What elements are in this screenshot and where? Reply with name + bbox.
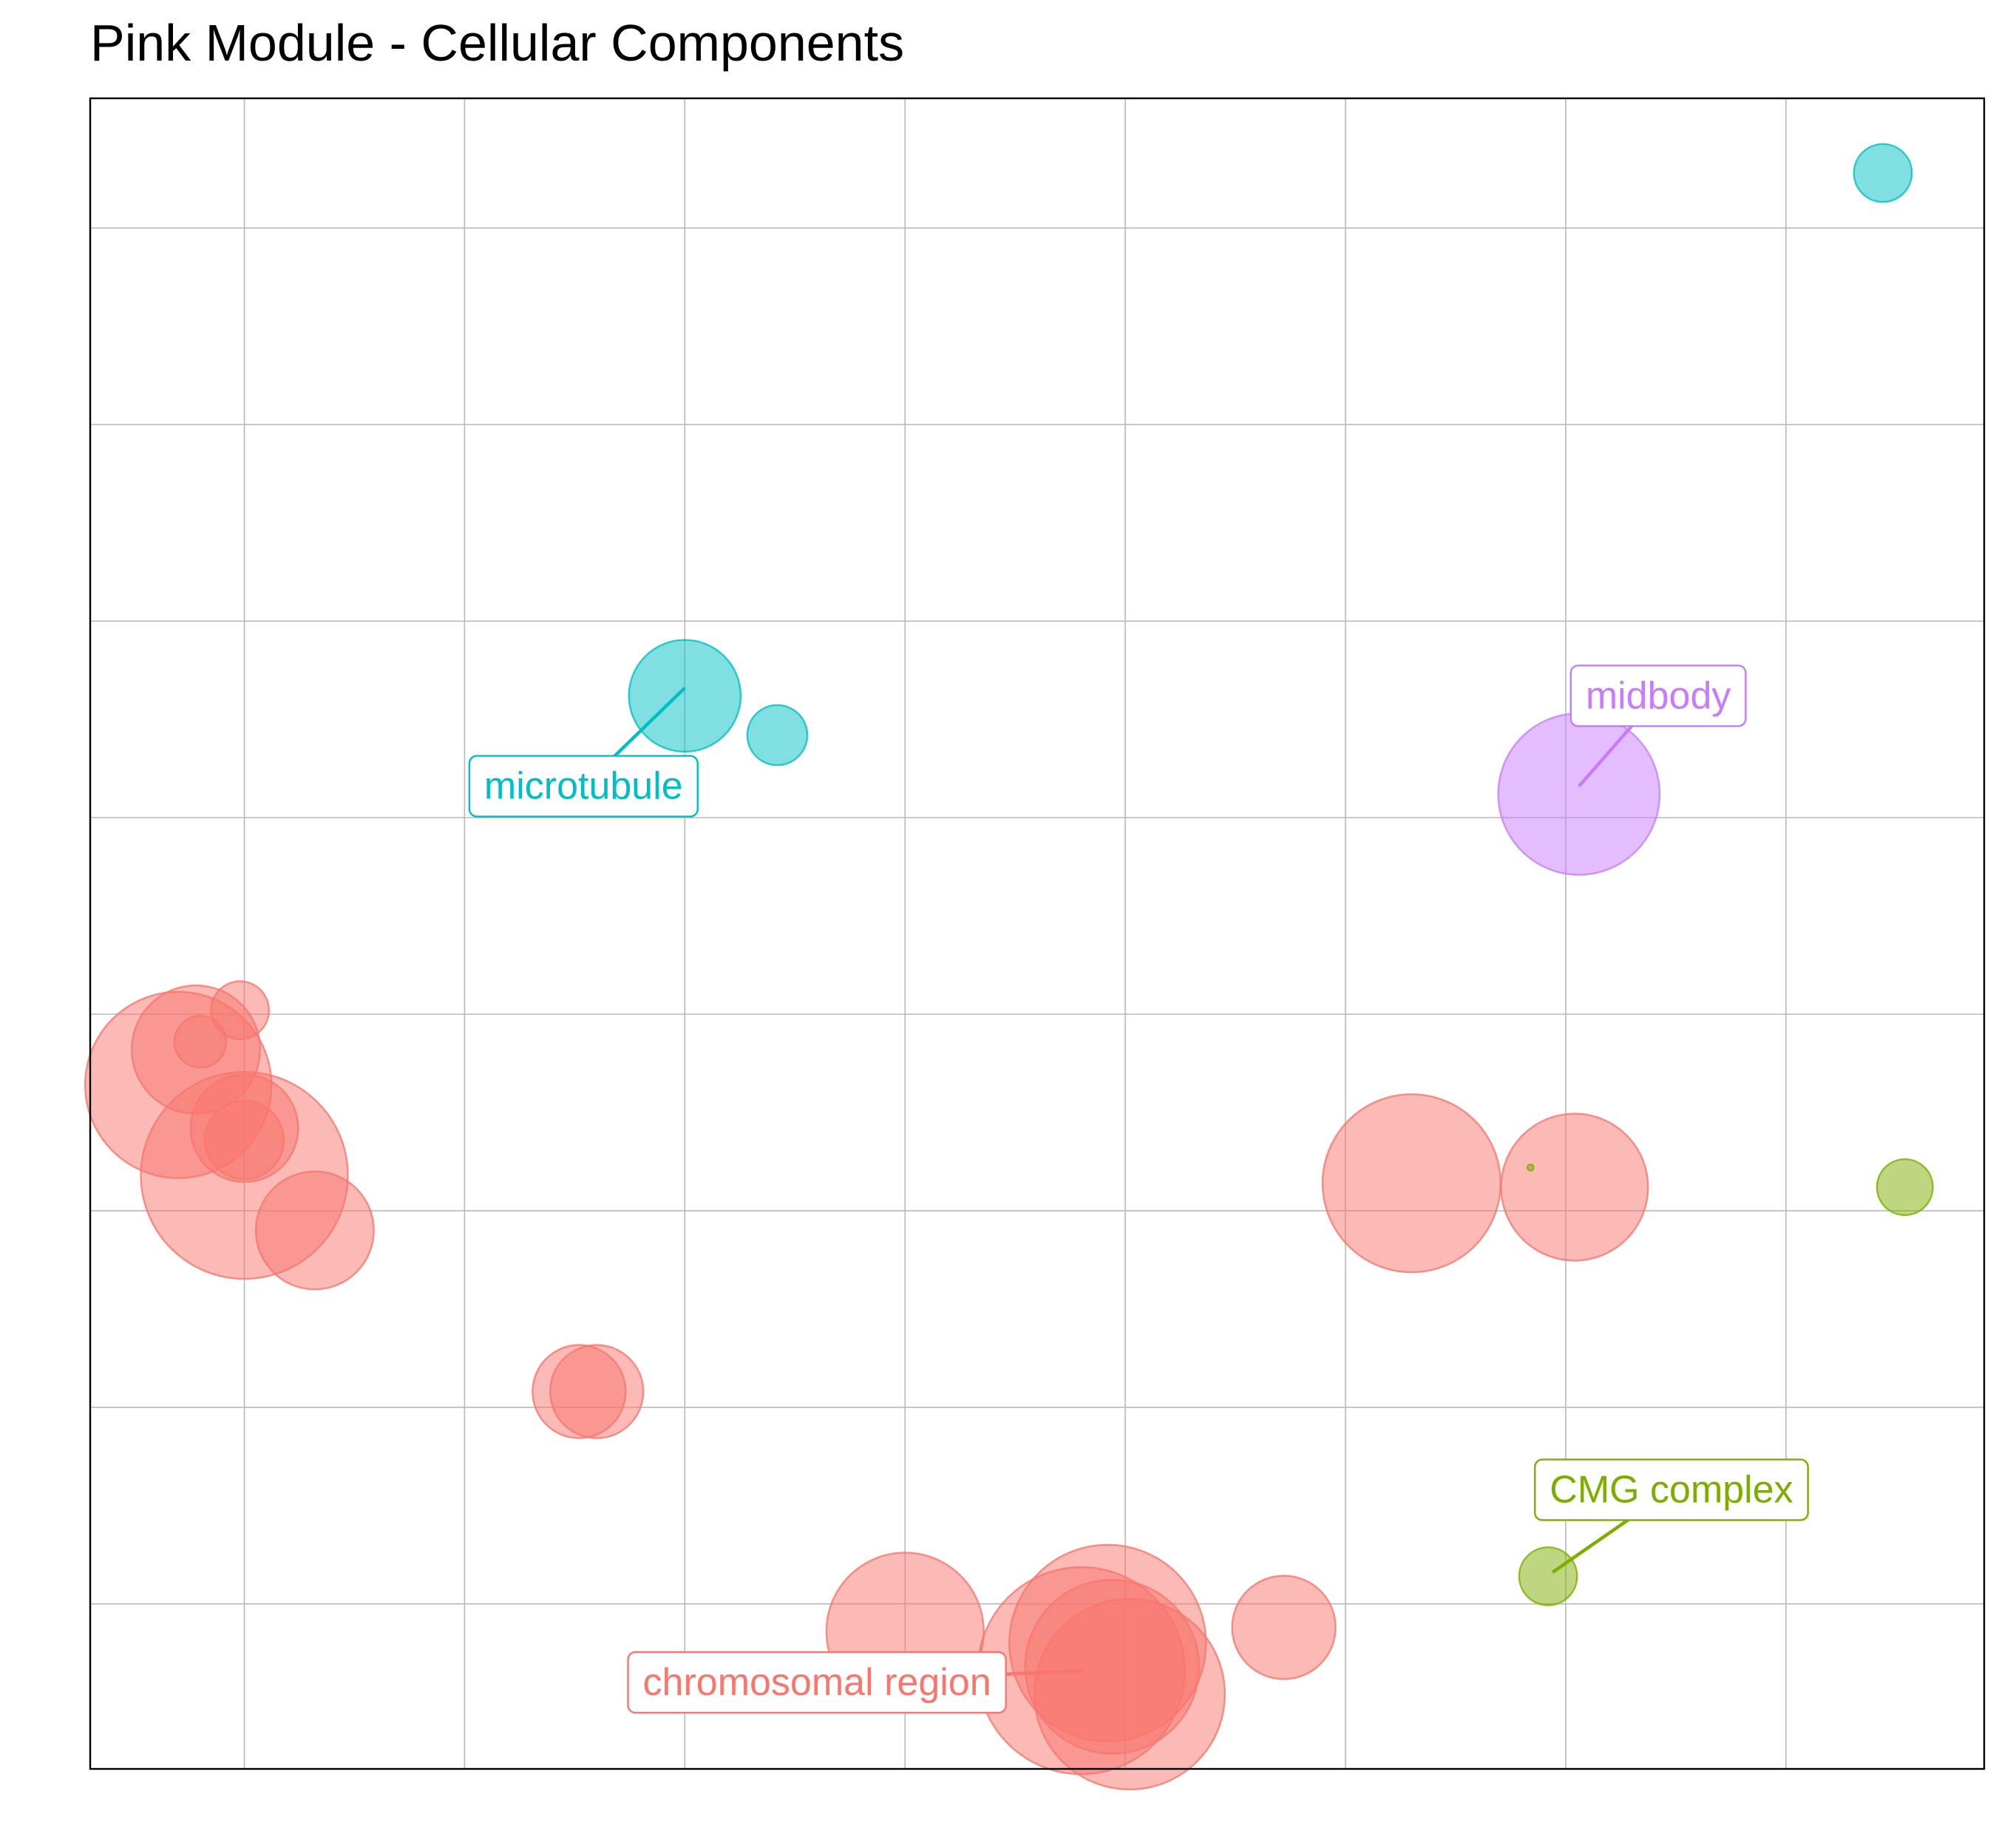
bubble-point-7 [254, 1170, 375, 1291]
annotation-1: midbody [1569, 665, 1747, 788]
annotation-label-3: chromosomal region [643, 1661, 991, 1704]
annotation-box-0 [468, 755, 699, 818]
bubble-point-20 [1853, 143, 1913, 203]
annotation-2: CMG complex [1534, 1458, 1809, 1574]
annotation-labels: microtubule midbody CMG complex chromosomal… [468, 665, 1809, 1714]
annotation-label-1: midbody [1586, 674, 1731, 717]
bubble-point-16 [1321, 1093, 1502, 1274]
bubble-point-2 [173, 1015, 228, 1069]
bubble-point-15 [1231, 1574, 1337, 1680]
annotation-0: microtubule [468, 687, 699, 818]
bubbles [84, 143, 1934, 1790]
bubble-point-6 [204, 1099, 285, 1181]
annotation-label-0: microtubule [484, 765, 683, 808]
bubble-point-22 [1526, 1164, 1535, 1172]
bubble-point-18 [628, 639, 742, 753]
bubble-point-19 [746, 704, 809, 767]
bubble-point-23 [1876, 1158, 1934, 1216]
annotation-3: chromosomal region [627, 1651, 1086, 1714]
bubble-point-21 [1497, 712, 1661, 876]
annotation-box-1 [1569, 665, 1747, 727]
annotation-label-2: CMG complex [1549, 1468, 1793, 1511]
bubble-point-14 [1033, 1597, 1226, 1790]
bubble-point-17 [1500, 1112, 1649, 1262]
bubble-point-24 [1518, 1546, 1578, 1606]
bubble-point-3 [210, 980, 270, 1041]
grid-lines [90, 98, 1984, 1769]
annotation-box-2 [1534, 1458, 1809, 1521]
annotation-box-3 [627, 1651, 1007, 1714]
chart-title: Pink Module - Cellular Components [90, 14, 904, 72]
bubble-point-9 [549, 1344, 645, 1439]
plot-panel-border [89, 97, 1986, 1770]
